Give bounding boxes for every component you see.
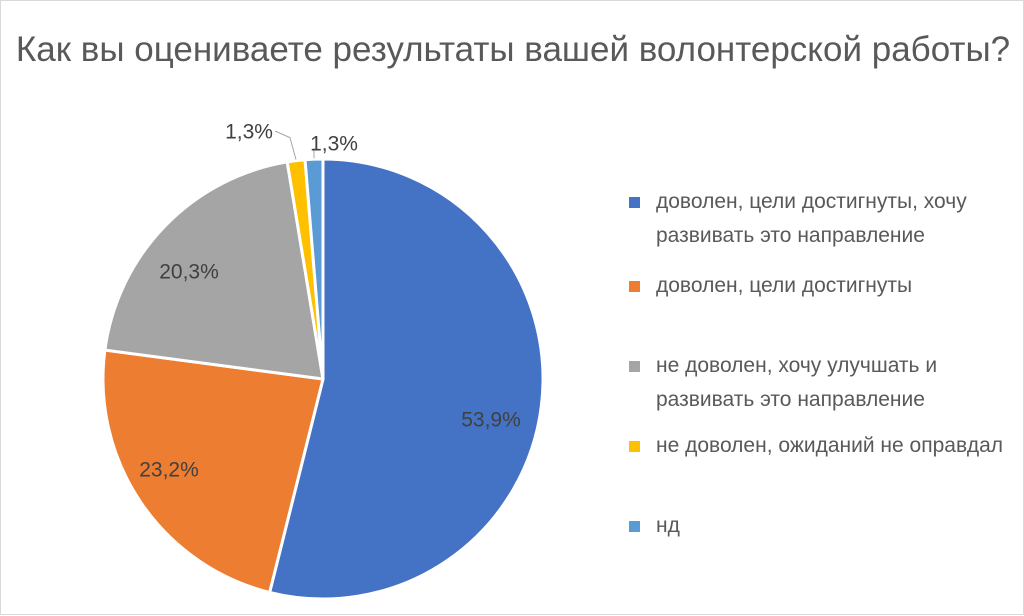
pie-slice-1: [268, 157, 545, 601]
chart-title: Как вы оцениваете результаты вашей волон…: [15, 30, 1011, 69]
legend-label-4: не доволен, ожиданий не оправдал: [656, 434, 1004, 457]
legend-label-2: доволен, цели достигнуты: [656, 274, 913, 297]
legend-item-2: доволен, цели достигнуты: [629, 269, 1019, 303]
legend-item-5: нд: [629, 509, 1019, 543]
data-label-5: 1,3%: [310, 133, 358, 156]
legend-label-1: доволен, цели достигнуты, хочу развивать…: [656, 190, 967, 247]
legend-swatch-1: [629, 197, 640, 208]
legend-swatch-4: [629, 441, 640, 452]
legend-item-1: доволен, цели достигнуты, хочу развивать…: [629, 185, 1019, 253]
leader-line-4: [274, 130, 297, 160]
legend-swatch-2: [629, 281, 640, 292]
pie-slice-2: [101, 348, 325, 594]
legend-label-5: нд: [656, 514, 680, 537]
pie-slice-5: [303, 157, 325, 381]
data-label-2: 23,2%: [139, 459, 199, 482]
pie-slice-3: [103, 160, 325, 381]
legend-item-4: не доволен, ожиданий не оправдал: [629, 429, 1019, 463]
legend-item-3: не доволен, хочу улучшать и развивать эт…: [629, 349, 1019, 417]
data-label-3: 20,3%: [159, 261, 219, 284]
data-label-1: 53,9%: [461, 409, 521, 432]
data-label-4: 1,3%: [225, 121, 273, 144]
legend-swatch-3: [629, 361, 640, 372]
legend-swatch-5: [629, 521, 640, 532]
legend-label-3: не доволен, хочу улучшать и развивать эт…: [656, 354, 938, 411]
